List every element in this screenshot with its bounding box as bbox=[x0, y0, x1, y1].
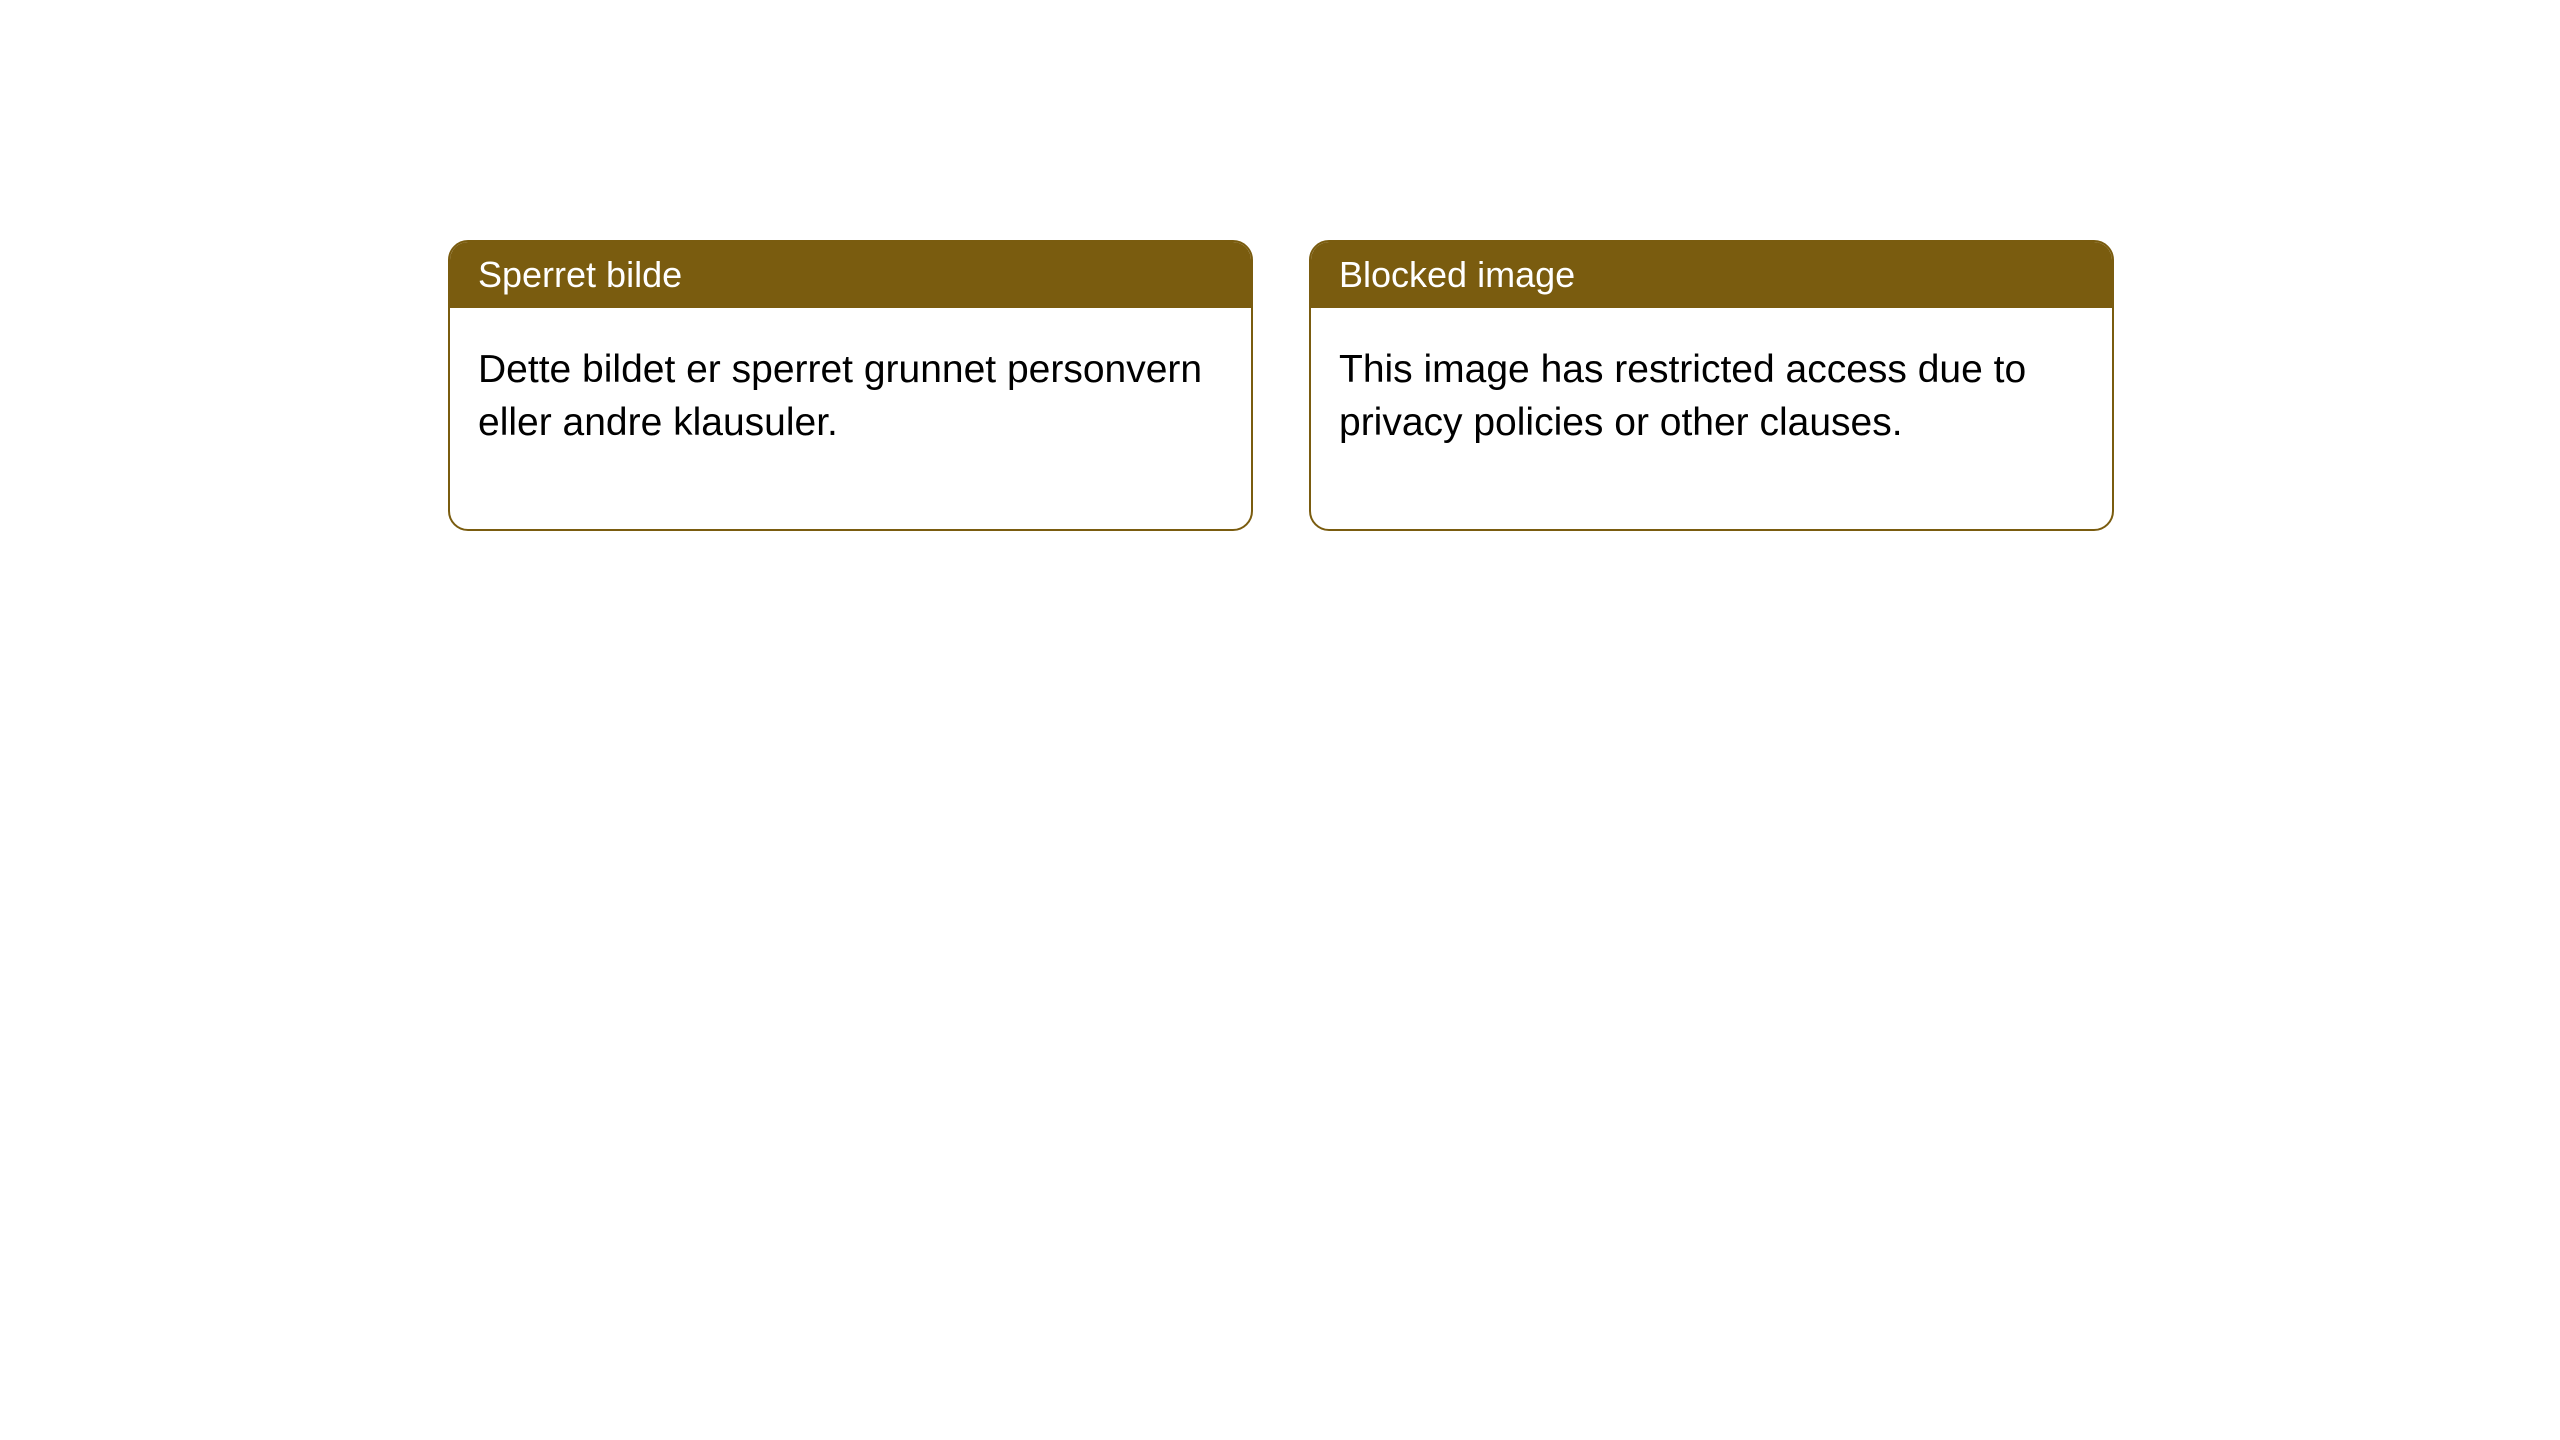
notice-container: Sperret bilde Dette bildet er sperret gr… bbox=[0, 0, 2560, 531]
notice-body: This image has restricted access due to … bbox=[1311, 308, 2112, 529]
notice-title: Sperret bilde bbox=[478, 254, 682, 295]
notice-box-english: Blocked image This image has restricted … bbox=[1309, 240, 2114, 531]
notice-box-norwegian: Sperret bilde Dette bildet er sperret gr… bbox=[448, 240, 1253, 531]
notice-body: Dette bildet er sperret grunnet personve… bbox=[450, 308, 1251, 529]
notice-header: Blocked image bbox=[1311, 242, 2112, 308]
notice-title: Blocked image bbox=[1339, 254, 1575, 295]
notice-body-text: This image has restricted access due to … bbox=[1339, 348, 2026, 444]
notice-body-text: Dette bildet er sperret grunnet personve… bbox=[478, 348, 1202, 444]
notice-header: Sperret bilde bbox=[450, 242, 1251, 308]
